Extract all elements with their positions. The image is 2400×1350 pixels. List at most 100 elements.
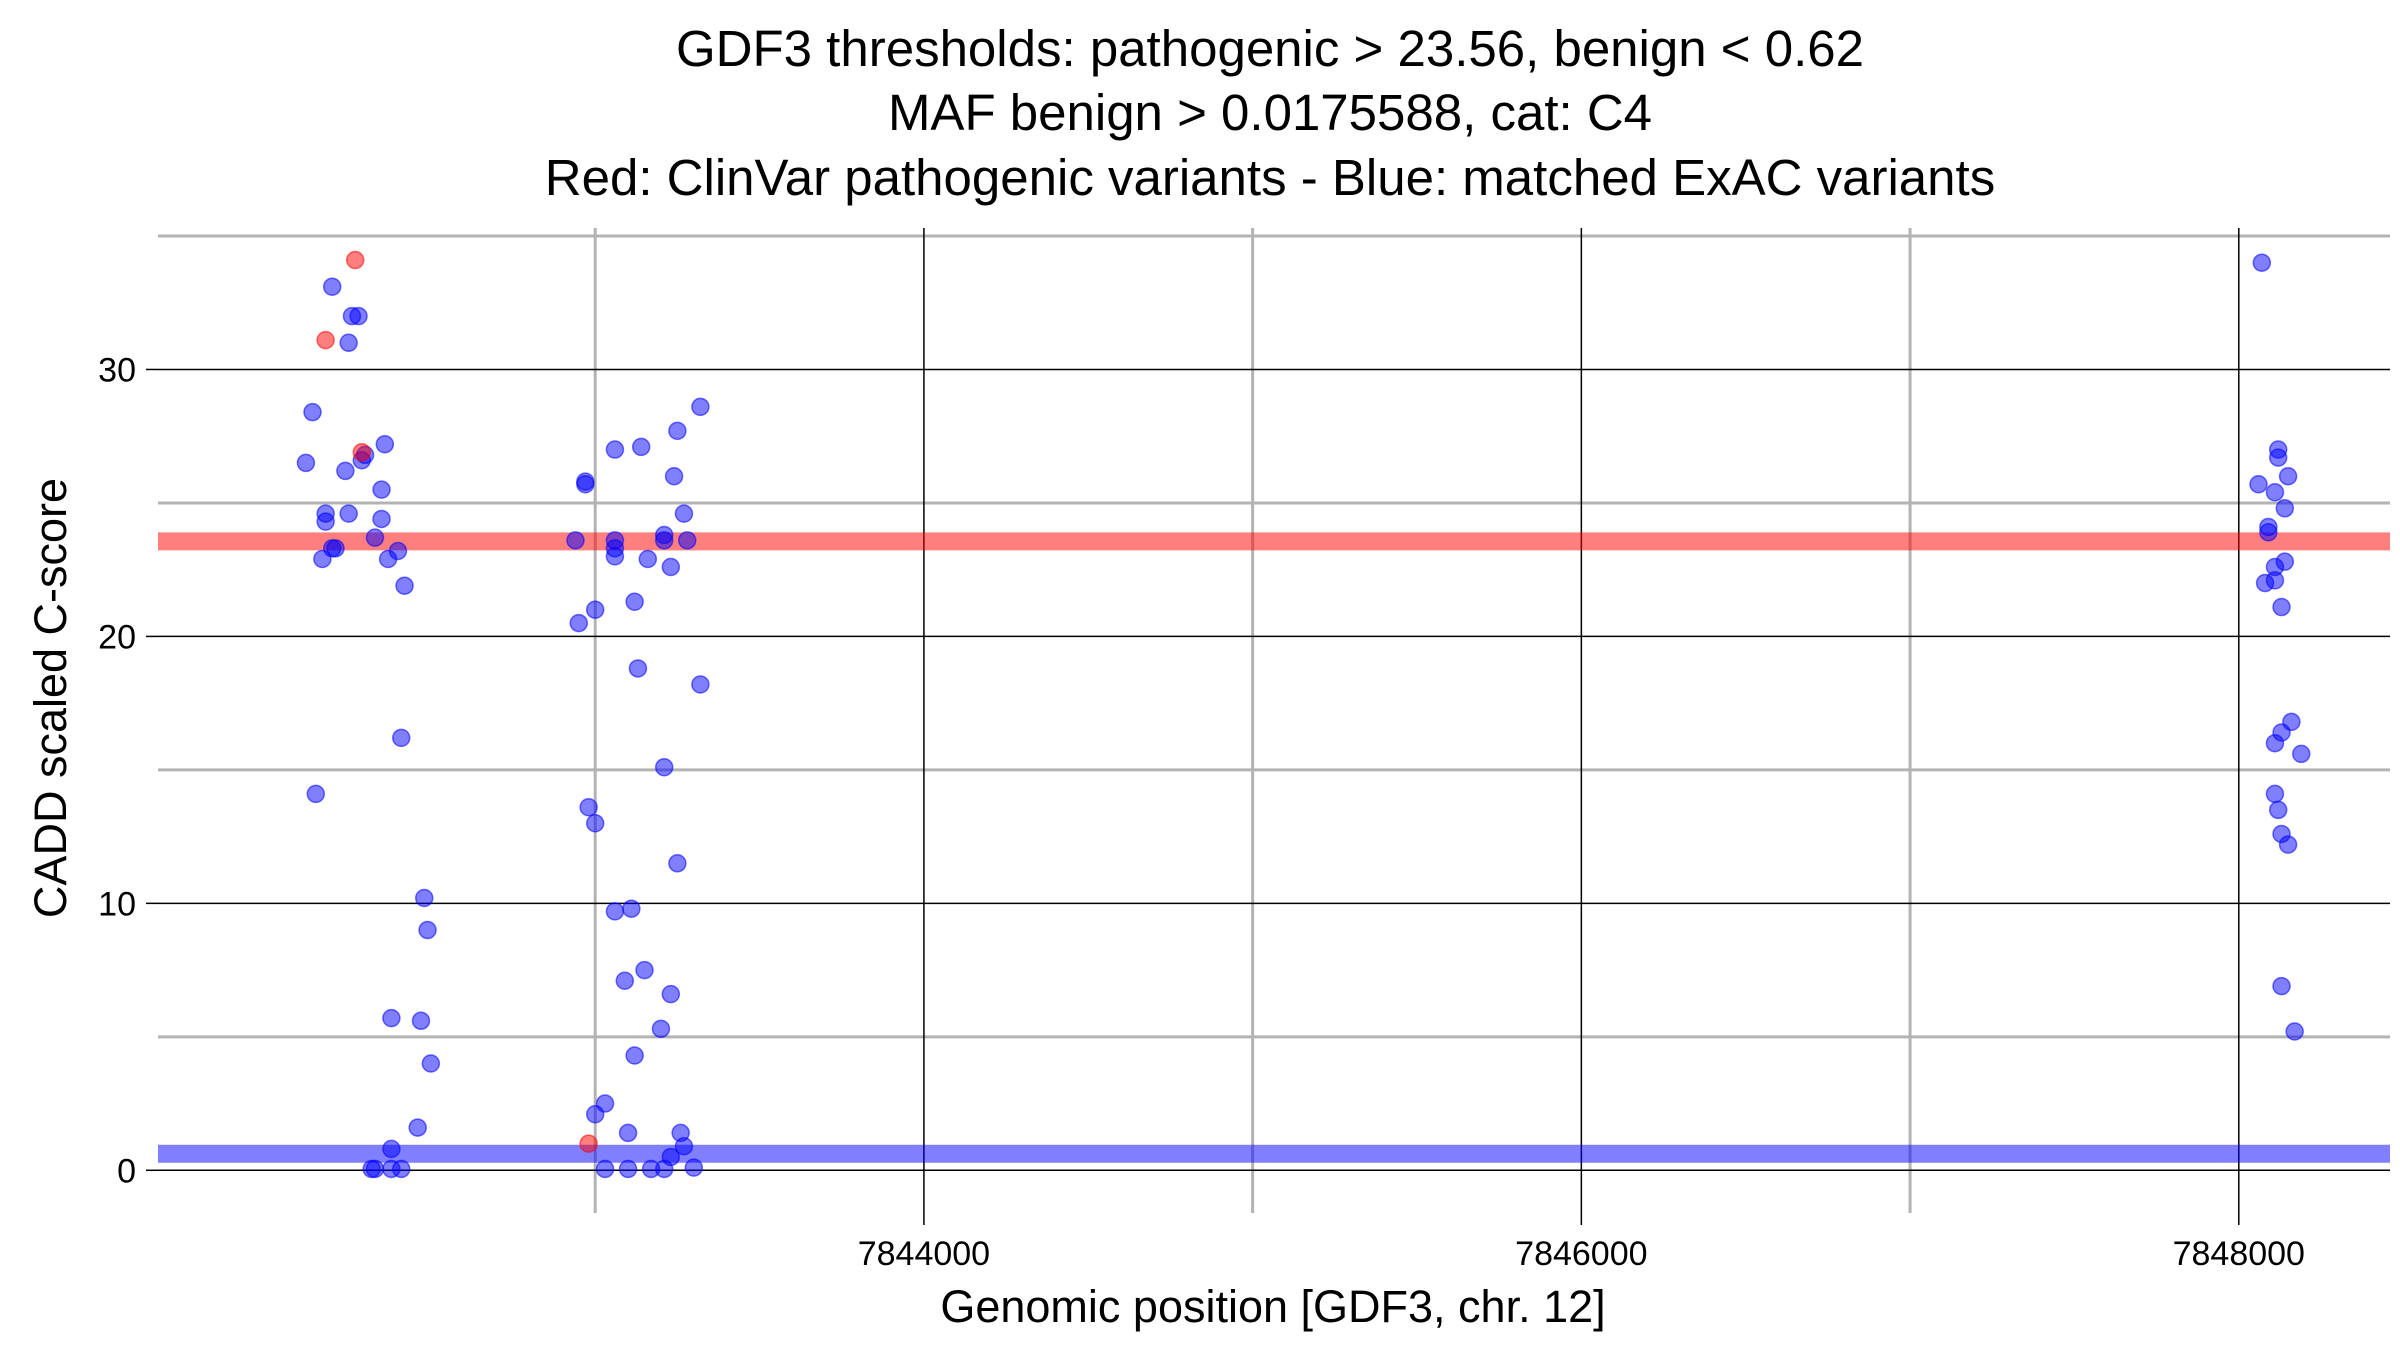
exac-variant-point xyxy=(585,600,605,619)
exac-variant-point xyxy=(2282,712,2301,732)
exac-variant-point xyxy=(691,397,710,417)
pathogenic-variant-point xyxy=(316,330,335,350)
exac-variant-point xyxy=(2285,1022,2304,1041)
pathogenic-variant-point xyxy=(345,250,365,270)
exac-variant-point xyxy=(339,333,358,353)
y-axis-ticks: 0 10 20 30 xyxy=(98,351,136,1190)
exac-variant-point xyxy=(2275,552,2295,571)
y-tick-label: 0 xyxy=(117,1152,136,1190)
exac-variant-point xyxy=(618,1159,638,1179)
major-gridlines xyxy=(158,228,2390,1213)
exac-variant-point xyxy=(605,547,625,566)
exac-variant-point xyxy=(605,531,625,550)
chart-title: GDF3 thresholds: pathogenic > 23.56, ben… xyxy=(545,20,1995,206)
exac-variant-point xyxy=(372,480,391,499)
exac-variant-point xyxy=(2275,499,2295,518)
chart-title-line-3: Red: ClinVar pathogenic variants - Blue:… xyxy=(545,149,1995,206)
exac-variant-point xyxy=(2272,597,2291,617)
exac-variant-point xyxy=(418,920,437,940)
exac-variant-point xyxy=(625,1046,644,1065)
axes xyxy=(146,368,2240,1225)
pathogenic-variant-point xyxy=(352,442,372,462)
x-axis-label: Genomic position [GDF3, chr. 12] xyxy=(940,1281,1605,1332)
exac-variant-point xyxy=(661,557,681,577)
exac-variant-point xyxy=(2278,835,2298,854)
exac-variant-point xyxy=(411,1011,431,1031)
exac-variant-point xyxy=(2265,483,2285,502)
y-tick-label: 10 xyxy=(98,885,136,923)
exac-variant-point xyxy=(313,549,332,569)
exac-variant-point xyxy=(638,549,658,569)
exac-variant-point xyxy=(339,504,358,523)
chart-title-line-2: MAF benign > 0.0175588, cat: C4 xyxy=(888,84,1652,141)
exac-variant-point xyxy=(674,504,694,523)
exac-variant-point xyxy=(569,613,589,633)
exac-variant-point xyxy=(566,531,585,550)
exac-variant-point xyxy=(2291,744,2311,764)
x-axis-ticks: 7844000 7846000 7848000 xyxy=(858,1235,2305,1273)
exac-variant-point xyxy=(2252,253,2272,272)
exac-variant-point xyxy=(296,453,316,473)
exac-variant-point xyxy=(631,437,651,457)
exac-variant-point xyxy=(661,1147,681,1167)
exac-variant-point xyxy=(415,888,434,908)
exac-variant-point xyxy=(661,984,681,1004)
exac-variant-point xyxy=(372,509,391,529)
x-tick-label: 7844000 xyxy=(858,1235,990,1273)
exac-variant-point xyxy=(2268,800,2288,820)
exac-variant-point xyxy=(674,1137,694,1156)
chart-title-line-1: GDF3 thresholds: pathogenic > 23.56, ben… xyxy=(676,20,1864,77)
exac-variant-point xyxy=(664,467,684,486)
exac-variant-point xyxy=(654,531,674,550)
exac-variant-point xyxy=(677,531,697,550)
exac-variant-point xyxy=(375,434,395,454)
exac-variant-point xyxy=(654,757,674,777)
exac-variant-point xyxy=(322,277,342,296)
threshold-bands xyxy=(158,532,2390,1163)
exac-variant-point xyxy=(336,461,355,481)
exac-variant-point xyxy=(2265,784,2285,804)
x-tick-label: 7848000 xyxy=(2173,1235,2305,1273)
exac-variant-point xyxy=(349,306,368,326)
exac-variant-point xyxy=(382,1139,401,1159)
data-points xyxy=(296,250,2311,1179)
exac-variant-point xyxy=(605,440,625,459)
exac-variant-point xyxy=(595,1159,615,1179)
exac-variant-point xyxy=(576,475,595,494)
exac-variant-point xyxy=(365,528,385,547)
y-axis-label: CADD scaled C-score xyxy=(25,478,76,918)
exac-variant-point xyxy=(625,592,644,611)
exac-variant-point xyxy=(388,541,408,561)
exac-variant-point xyxy=(635,960,654,980)
exac-variant-point xyxy=(421,1054,441,1073)
exac-variant-point xyxy=(615,971,635,991)
y-tick-label: 20 xyxy=(98,618,136,656)
pathogenic-variant-point xyxy=(579,1134,598,1153)
exac-variant-point xyxy=(668,421,687,441)
exac-variant-point xyxy=(2272,976,2291,996)
exac-variant-point xyxy=(395,576,414,595)
exac-variant-point xyxy=(585,814,605,833)
exac-variant-point xyxy=(684,1158,704,1177)
exac-variant-point xyxy=(408,1118,427,1137)
exac-variant-point xyxy=(605,902,625,921)
exac-variant-point xyxy=(303,402,322,422)
exac-variant-point xyxy=(392,1159,411,1179)
exac-variant-point xyxy=(2268,440,2288,459)
exac-variant-point xyxy=(668,854,687,873)
exac-variant-point xyxy=(622,899,641,918)
minor-gridlines xyxy=(158,228,2390,1213)
exac-variant-point xyxy=(316,512,335,531)
exac-variant-point xyxy=(2259,523,2278,542)
exac-variant-point xyxy=(2249,475,2268,494)
exac-variant-point xyxy=(651,1019,671,1039)
exac-variant-point xyxy=(691,675,710,694)
exac-variant-point xyxy=(382,1008,401,1028)
exac-variant-point xyxy=(585,1104,605,1124)
y-tick-label: 30 xyxy=(98,351,136,389)
x-tick-label: 7846000 xyxy=(1515,1235,1647,1273)
exac-variant-point xyxy=(579,798,598,817)
exac-variant-point xyxy=(306,784,326,804)
exac-variant-point xyxy=(392,728,411,748)
